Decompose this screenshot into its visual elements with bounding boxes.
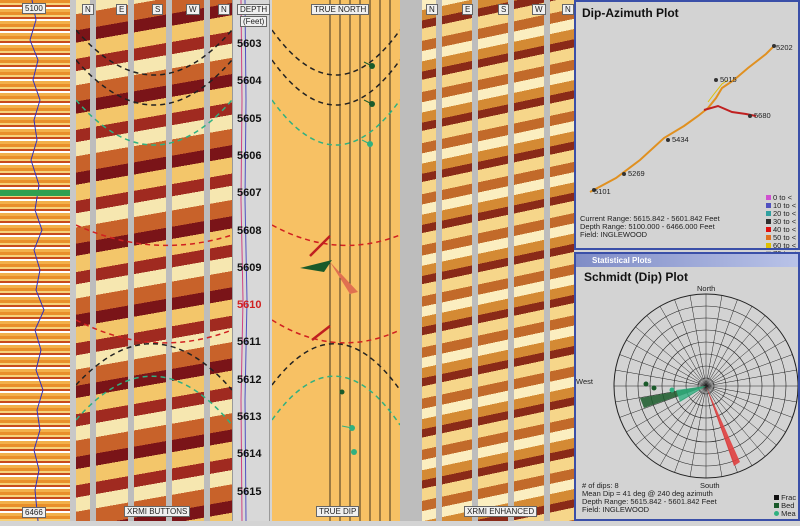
depth-tick-label: 5607 [237,187,262,200]
legend-swatch [766,195,771,200]
compass-w-left: W [186,4,200,15]
compass-s-left: S [152,4,164,15]
compass-e-left: E [116,4,128,15]
legend-entry: 10 to < [766,202,796,210]
legend-entry: 40 to < [766,226,796,234]
true-north-label: TRUE NORTH [311,4,370,15]
legend-frac: Frac [774,494,796,502]
xrmi-enhanced-track [422,0,574,521]
xrmi-buttons-overlay [75,0,233,521]
track-divider [70,0,76,521]
dip-point-label: 5434 [672,135,689,144]
legend-swatch [766,203,771,208]
depth-tick-label: 5604 [237,75,262,88]
legend-entry: 50 to < [766,234,796,242]
dip-azimuth-trace [589,44,776,193]
xrmi-enhanced-overlay [436,0,550,521]
north-label: North [697,284,716,293]
dip-azimuth-info: Current Range: 5615.842 - 5601.842 Feet … [580,215,720,239]
compass-n-left: N [82,4,94,15]
xrmi-buttons-track [75,0,233,521]
compass-s-right: S [498,4,510,15]
compass-w-right: W [532,4,546,15]
schmidt-title: Schmidt (Dip) Plot [584,270,688,284]
field-name: Field: INGLEWOOD [580,230,648,239]
dip-point-label: 5015 [720,75,737,84]
depth-tick-label: 5608 [237,224,262,237]
top-depth-label: 5100 [22,3,46,14]
stats-field: Field: INGLEWOOD [582,505,650,514]
legend-swatch [766,243,771,248]
true-dip-track [271,0,401,521]
gamma-log-track: 5100 6466 [0,0,70,522]
xrmi-buttons-label: XRMI BUTTONS [124,506,191,517]
legend-entry: 20 to < [766,210,796,218]
true-dip-overlay [271,0,401,521]
legend-swatch [766,211,771,216]
bottom-depth-label: 6466 [22,507,46,518]
dip-count: # of dips: 8 [582,481,619,490]
schmidt-stereonet [613,293,798,479]
compass-n2-left: N [218,4,230,15]
depth-tick-label: 5603 [237,38,262,50]
legend-entry: 0 to < [766,194,796,202]
compass-e-right: E [462,4,474,15]
dip-point-label: 5101 [594,187,611,196]
depth-header: DEPTH [237,4,271,15]
west-label: West [576,377,593,386]
legend-bed: Bed [774,502,796,510]
depth-tick-label: 5614 [237,448,262,461]
depth-tick-label: 5610 [237,299,262,312]
compass-n2-right: N [562,4,574,15]
current-range: Current Range: 5615.842 - 5601.842 Feet [580,214,720,223]
depth-tick-label: 5613 [237,411,262,423]
dip-azimuth-panel: Dip-Azimuth Plot 5202 5015 5680 5434 526… [574,0,800,266]
depth-tick-label: 5611 [237,336,261,349]
depth-tick-label: 5606 [237,149,262,162]
dip-azimuth-title: Dip-Azimuth Plot [582,6,679,20]
depth-track [232,0,270,521]
depth-tick-label: 5615 [237,485,262,498]
depth-tick-label: 5609 [237,261,262,274]
xrmi-enhanced-label: XRMI ENHANCED [464,506,538,517]
log-curve [0,0,70,522]
stats-depth-range: Depth Range: 5615.842 - 5601.842 Feet [582,497,717,506]
legend-swatch [766,235,771,240]
depth-curves [240,0,248,521]
legend-entry: 60 to < [766,242,796,250]
legend-entry: 30 to < [766,218,796,226]
track-divider-2 [400,0,422,521]
south-label: South [700,481,720,490]
stats-legend: Frac Bed Mea [774,494,796,518]
stats-info: # of dips: 8 Mean Dip = 41 deg @ 240 deg… [582,482,717,514]
legend-mean: Mea [774,510,796,518]
depth-range: Depth Range: 5100.000 - 6466.000 Feet [580,222,715,231]
dip-point-label: 5269 [628,169,645,178]
dip-point-label: 5680 [754,111,771,120]
mean-dip: Mean Dip = 41 deg @ 240 deg azimuth [582,489,713,498]
legend-swatch [766,227,771,232]
statistical-plots-titlebar[interactable]: Statistical Plots [576,254,798,267]
depth-tick-label: 5605 [237,112,262,125]
depth-unit: (Feet) [240,16,268,27]
statistical-plots-window: Statistical Plots Schmidt (Dip) Plot Nor… [574,252,800,521]
dip-point-label: 5202 [776,43,793,52]
true-dip-label: TRUE DIP [316,506,360,517]
legend-swatch [766,219,771,224]
compass-n-right: N [426,4,438,15]
depth-tick-label: 5612 [237,373,262,386]
